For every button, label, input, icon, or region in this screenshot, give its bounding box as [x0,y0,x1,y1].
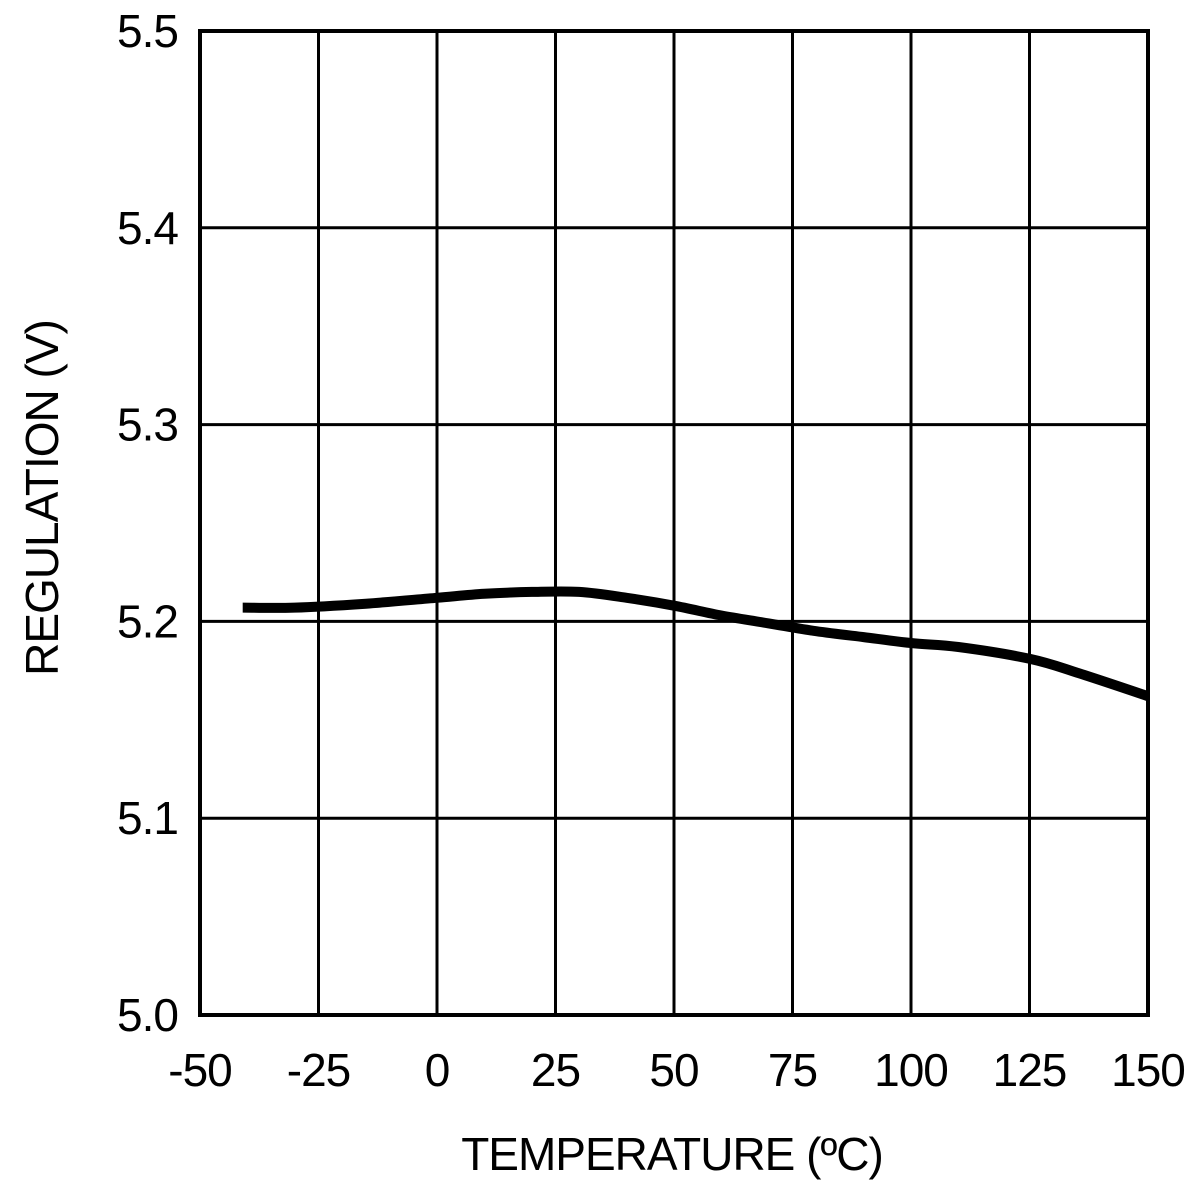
y-tick-label: 5.3 [117,399,178,451]
x-tick-label: 0 [425,1044,450,1096]
x-tick-label: -50 [168,1044,231,1096]
x-tick-label: 25 [531,1044,580,1096]
x-tick-label: 50 [649,1044,698,1096]
y-tick-label: 5.4 [117,202,178,254]
plot-frame [198,29,1150,1017]
y-tick-label: 5.0 [117,989,178,1041]
grid-lines [198,29,1150,1017]
series-layer [242,586,1150,701]
x-tick-label: -25 [287,1044,350,1096]
x-tick-label: 75 [768,1044,817,1096]
x-tick-label: 100 [874,1044,948,1096]
x-tick-label: 125 [993,1044,1067,1096]
x-axis-title: TEMPERATURE (ºC) [461,1128,883,1180]
y-tick-label: 5.1 [117,792,178,844]
y-tick-label: 5.2 [117,595,178,647]
regulation-series-line [242,586,1150,701]
y-tick-label: 5.5 [117,5,178,57]
y-axis-tick-labels: 5.0 5.1 5.2 5.3 5.4 5.5 [117,5,179,1041]
y-axis-title: REGULATION (V) [16,320,68,676]
x-axis-tick-labels: -50 -25 0 25 50 75 100 125 150 [168,1044,1186,1096]
x-tick-label: 150 [1111,1044,1185,1096]
